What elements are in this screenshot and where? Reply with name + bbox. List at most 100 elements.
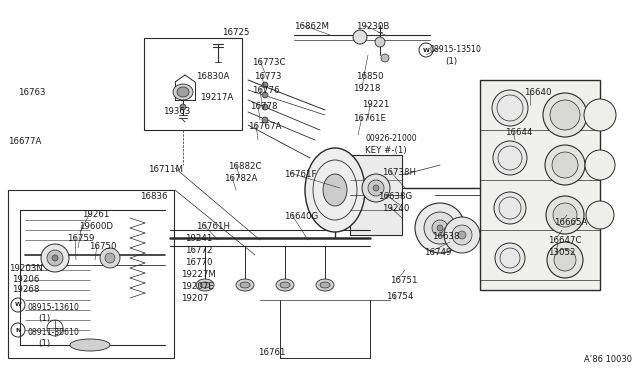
- Text: 16836: 16836: [140, 192, 168, 201]
- Ellipse shape: [262, 92, 268, 98]
- Ellipse shape: [105, 253, 115, 263]
- Text: 19207E: 19207E: [181, 282, 214, 291]
- Ellipse shape: [552, 152, 578, 178]
- Text: 16761E: 16761E: [353, 114, 386, 123]
- Text: 16782A: 16782A: [224, 174, 257, 183]
- Text: 19206: 19206: [12, 275, 40, 284]
- Ellipse shape: [236, 279, 254, 291]
- Text: KEY #-(1): KEY #-(1): [365, 146, 406, 155]
- Text: 16761H: 16761H: [196, 222, 230, 231]
- Ellipse shape: [177, 87, 189, 97]
- Ellipse shape: [323, 174, 347, 206]
- Ellipse shape: [415, 203, 465, 253]
- Ellipse shape: [381, 54, 389, 62]
- Text: 19227M: 19227M: [181, 270, 216, 279]
- Text: 19268: 19268: [12, 285, 40, 294]
- Ellipse shape: [316, 279, 334, 291]
- Ellipse shape: [196, 279, 214, 291]
- Text: 16647C: 16647C: [548, 236, 582, 245]
- Ellipse shape: [584, 99, 616, 131]
- Text: 16773: 16773: [254, 72, 282, 81]
- Text: 19241: 19241: [185, 234, 212, 243]
- Ellipse shape: [452, 225, 472, 245]
- Bar: [8, 190, 174, 358]
- Text: 19363: 19363: [163, 107, 190, 116]
- Text: 16711M: 16711M: [148, 165, 183, 174]
- Text: 08911-30610: 08911-30610: [28, 328, 80, 337]
- Text: 16862M: 16862M: [294, 22, 329, 31]
- Ellipse shape: [543, 93, 587, 137]
- Text: 19218: 19218: [353, 84, 380, 93]
- Text: 16776: 16776: [252, 86, 280, 95]
- Text: 19203N: 19203N: [9, 264, 43, 273]
- Text: 16644: 16644: [505, 128, 532, 137]
- Ellipse shape: [305, 148, 365, 232]
- Text: 19240: 19240: [382, 204, 410, 213]
- Text: 16778: 16778: [250, 102, 278, 111]
- Bar: [480, 80, 600, 290]
- Text: 19221: 19221: [362, 100, 389, 109]
- Bar: [350, 155, 402, 235]
- Text: 19261: 19261: [82, 210, 109, 219]
- Text: 16749: 16749: [424, 248, 451, 257]
- Text: W: W: [422, 48, 429, 52]
- Ellipse shape: [458, 231, 466, 239]
- Ellipse shape: [554, 249, 576, 271]
- Ellipse shape: [100, 248, 120, 268]
- Text: 16677A: 16677A: [8, 137, 42, 146]
- Ellipse shape: [47, 250, 63, 266]
- Ellipse shape: [375, 37, 385, 47]
- Ellipse shape: [52, 255, 58, 261]
- Ellipse shape: [492, 90, 528, 126]
- Ellipse shape: [280, 282, 290, 288]
- Ellipse shape: [180, 104, 186, 110]
- Ellipse shape: [262, 117, 268, 123]
- Text: 16773C: 16773C: [252, 58, 285, 67]
- Ellipse shape: [550, 100, 580, 130]
- Text: 00926-21000: 00926-21000: [365, 134, 417, 143]
- Text: A’86 10030: A’86 10030: [584, 355, 632, 364]
- Text: 19230B: 19230B: [356, 22, 389, 31]
- Ellipse shape: [545, 145, 585, 185]
- Text: 16665A: 16665A: [554, 218, 588, 227]
- Ellipse shape: [353, 30, 367, 44]
- Text: 16638G: 16638G: [378, 192, 412, 201]
- Text: 08915-13510: 08915-13510: [430, 45, 482, 54]
- Ellipse shape: [368, 180, 384, 196]
- Ellipse shape: [494, 192, 526, 224]
- Text: 16770: 16770: [185, 258, 212, 267]
- Text: 16759: 16759: [67, 234, 94, 243]
- Text: 16638: 16638: [432, 232, 460, 241]
- Text: 16640G: 16640G: [284, 212, 318, 221]
- Text: 16772: 16772: [185, 246, 212, 255]
- Ellipse shape: [373, 185, 379, 191]
- Ellipse shape: [173, 84, 193, 100]
- Ellipse shape: [444, 217, 480, 253]
- Text: 16750: 16750: [89, 242, 116, 251]
- Ellipse shape: [493, 141, 527, 175]
- Ellipse shape: [240, 282, 250, 288]
- Text: (1): (1): [38, 314, 50, 323]
- Text: (1): (1): [445, 57, 457, 66]
- Ellipse shape: [586, 201, 614, 229]
- Text: 16738H: 16738H: [382, 168, 416, 177]
- Ellipse shape: [553, 203, 577, 227]
- Text: 19600D: 19600D: [79, 222, 113, 231]
- Ellipse shape: [200, 282, 210, 288]
- Text: 16640: 16640: [524, 88, 552, 97]
- Ellipse shape: [585, 150, 615, 180]
- Text: 19207: 19207: [181, 294, 209, 303]
- Ellipse shape: [41, 244, 69, 272]
- Text: 16767A: 16767A: [248, 122, 282, 131]
- Ellipse shape: [262, 82, 268, 88]
- Text: 16830A: 16830A: [196, 72, 229, 81]
- Text: (1): (1): [38, 339, 50, 348]
- Text: W: W: [15, 302, 21, 308]
- Ellipse shape: [546, 196, 584, 234]
- Text: 16761: 16761: [258, 348, 285, 357]
- Text: 16882C: 16882C: [228, 162, 262, 171]
- Ellipse shape: [424, 212, 456, 244]
- Text: 13052: 13052: [548, 248, 575, 257]
- Ellipse shape: [262, 104, 268, 110]
- Text: 16850: 16850: [356, 72, 383, 81]
